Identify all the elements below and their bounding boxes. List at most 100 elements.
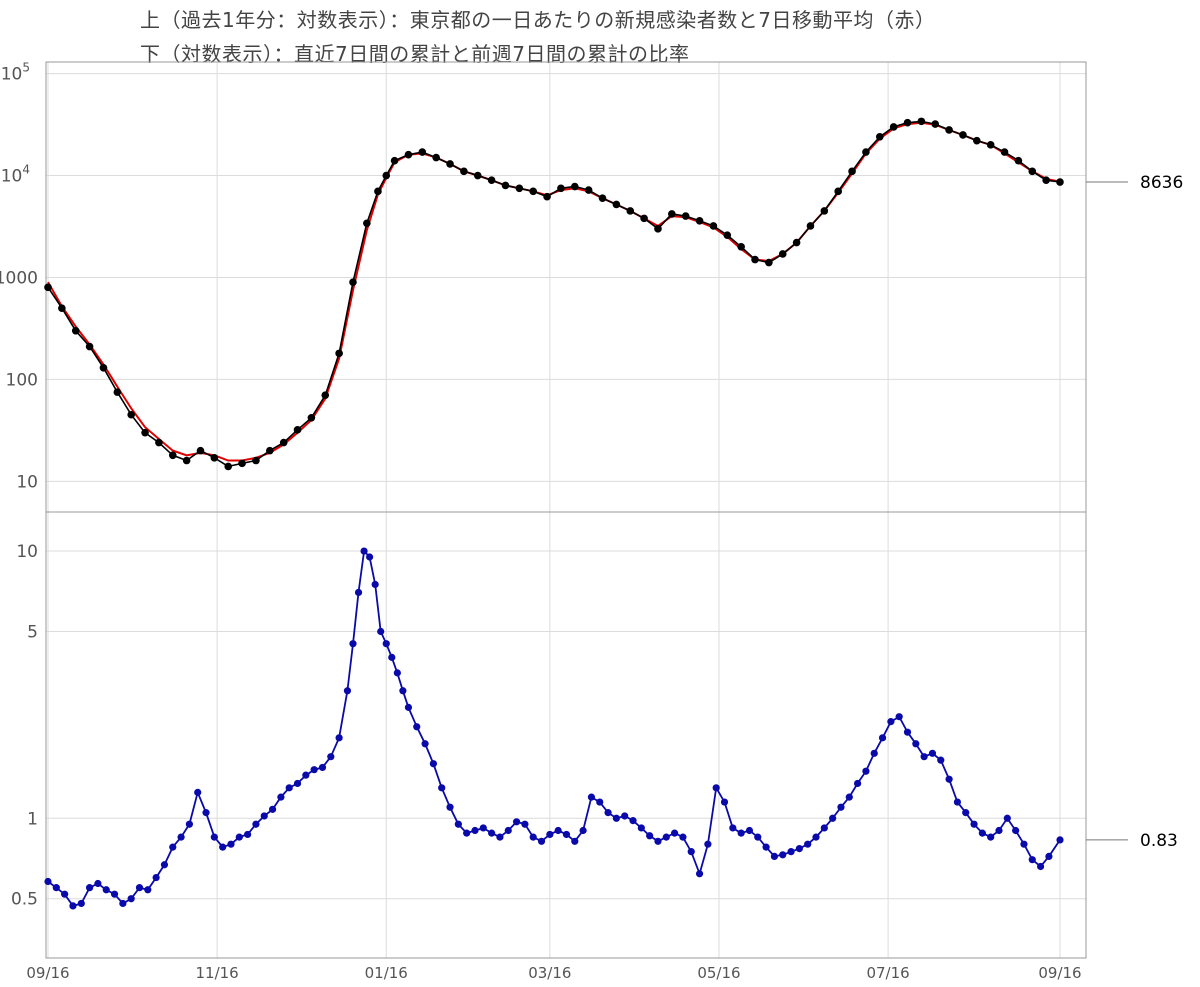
ratio-point [878,734,887,742]
ratio-point [488,829,496,837]
daily-cases-point [1028,167,1037,176]
ratio-point [621,812,629,820]
ratio-point [438,784,446,792]
daily-cases-point [404,150,413,159]
ratio-point [94,879,102,888]
daily-cases-point [418,148,427,156]
ratio-point [360,547,368,555]
ratio-point [504,826,512,835]
ratio-point [44,877,52,886]
ratio-point [903,728,912,736]
ratio-point [1012,826,1020,835]
ratio-point [920,753,928,761]
daily-cases-point [862,148,870,156]
daily-cases-point [917,117,926,126]
daily-cases-point [460,167,468,176]
daily-cases-point [848,167,856,176]
daily-cases-point [515,184,524,193]
ratio-point [912,740,920,748]
ratio-point [554,826,562,835]
daily-cases-point [446,160,454,168]
ratio-point [1056,836,1064,844]
ratio-point [887,718,895,726]
last-daily-value-label: 8636 [1140,173,1183,193]
ratio-point [293,779,302,788]
daily-cases-point [432,153,440,162]
ratio-point [471,826,479,835]
ratio-point [110,890,119,898]
daily-cases-point [374,187,382,196]
ratio-point [987,833,995,841]
daily-cases-point [986,141,995,149]
ratio-point [529,833,537,841]
daily-cases-point [99,363,108,372]
ratio-point [302,771,310,779]
x-tick-label: 11/16 [196,964,239,982]
ratio-point [770,852,779,860]
ratio-point [829,814,837,822]
ratio-point [210,833,218,841]
daily-cases-point [584,186,593,194]
ratio-point [629,817,637,825]
ratio-point [1028,856,1036,864]
ratio-point [562,830,571,839]
ratio-point [1036,862,1045,871]
ratio-point [135,884,144,892]
ratio-point [119,899,127,908]
daily-cases-point [279,438,288,447]
ratio-line [47,548,1061,907]
daily-cases-line [47,120,1061,468]
ratio-point [268,805,277,813]
ratio-point [335,734,343,742]
daily-cases-point [654,225,662,233]
ratio-point [349,640,357,648]
ratio-point [579,826,587,835]
daily-cases-point [889,123,898,131]
ratio-point [446,803,454,811]
daily-cases-point [155,438,163,447]
ratio-point [928,749,937,757]
daily-cases-point [681,212,690,220]
x-tick-label: 09/16 [26,964,69,982]
daily-cases-point [141,428,149,437]
ratio-point [177,833,185,841]
ratio-point [399,687,407,695]
ratio-point [219,843,227,851]
ratio-point [69,902,77,910]
ratio-point [837,803,845,811]
daily-cases-point [543,192,551,201]
ratio-point [662,833,670,841]
ratio-point [152,873,160,882]
ratio-point [596,798,604,806]
ratio-point [1020,840,1028,848]
ratio-point [160,861,169,869]
daily-cases-point [321,391,330,399]
ratio-point [537,837,546,845]
daily-cases-point [196,446,205,455]
grid [46,62,1086,958]
daily-cases-series [44,117,1064,471]
ratio-point [318,763,327,772]
ratio-point [787,848,795,856]
ratio-point [546,830,554,839]
ratio-point [978,829,986,837]
moving-average-series [47,121,1061,462]
ratio-point [679,833,687,841]
daily-cases-point [58,304,66,312]
ratio-point [413,723,421,731]
y-tick-label: 100 [6,370,38,390]
daily-cases-point [182,456,191,465]
daily-cases-point [1042,176,1050,185]
ratio-point [845,793,853,801]
daily-cases-point [806,222,815,230]
ratio-point [61,890,69,898]
daily-cases-point [820,207,829,215]
ratio-point [937,756,945,764]
daily-cases-point [570,182,579,191]
moving-average-line [47,121,1061,462]
ratio-point [779,851,787,859]
y-tick-label: 104 [1,163,30,187]
ratio-point [388,653,396,661]
ratio-point [277,793,285,801]
